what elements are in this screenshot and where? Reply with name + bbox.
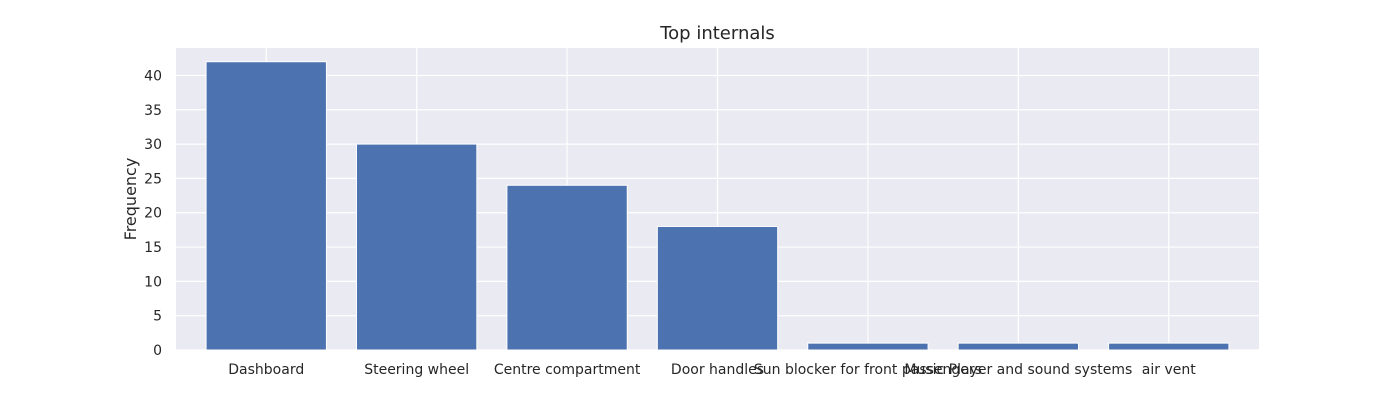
x-tick-label: Sun blocker for front passengers (754, 362, 982, 378)
x-tick-label: Music Player and sound systems (904, 362, 1132, 378)
x-tick-label: air vent (1142, 362, 1196, 378)
bar-6 (1108, 342, 1230, 351)
y-tick-label: 40 (144, 68, 162, 84)
x-tick-label: Dashboard (228, 362, 304, 378)
x-tick-label: Centre compartment (494, 362, 641, 378)
bar-1 (356, 143, 478, 351)
chart-title: Top internals (659, 23, 775, 44)
y-tick-label: 30 (144, 137, 162, 153)
bar-3 (656, 225, 779, 351)
y-tick-label: 20 (144, 206, 162, 222)
bars (205, 61, 1230, 351)
x-axis-ticks: Dashboard Steering wheel Centre compartmen… (228, 362, 1196, 378)
bar-5 (957, 342, 1080, 351)
bar-4 (807, 342, 929, 351)
bar-0 (205, 61, 327, 351)
y-tick-label: 0 (153, 343, 162, 359)
y-tick-label: 25 (144, 171, 162, 187)
y-tick-label: 10 (144, 274, 162, 290)
x-tick-label: Door handles (671, 362, 764, 378)
x-tick-label: Steering wheel (364, 362, 469, 378)
y-axis-ticks: 0 5 10 15 20 25 30 35 40 (144, 68, 162, 359)
bar-2 (506, 184, 628, 351)
y-tick-label: 35 (144, 103, 162, 119)
y-tick-label: 5 (153, 309, 162, 325)
y-tick-label: 15 (144, 240, 162, 256)
y-axis-title: Frequency (121, 158, 140, 241)
